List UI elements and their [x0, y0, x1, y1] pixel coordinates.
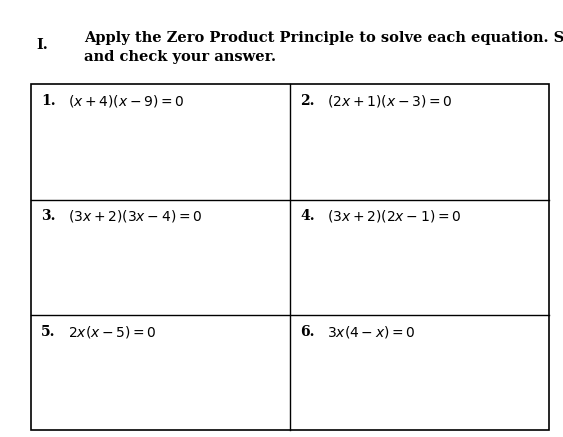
- Text: 4.: 4.: [300, 209, 315, 223]
- Text: $(2x+1)(x-3)=0$: $(2x+1)(x-3)=0$: [327, 93, 452, 109]
- Bar: [31, 84, 549, 430]
- Text: 3.: 3.: [41, 209, 56, 223]
- Text: $(x+4)(x-9)=0$: $(x+4)(x-9)=0$: [68, 93, 184, 109]
- Text: $(3x+2)(3x-4)=0$: $(3x+2)(3x-4)=0$: [68, 208, 202, 224]
- Text: $3x(4-x)=0$: $3x(4-x)=0$: [327, 324, 415, 340]
- Text: 5.: 5.: [41, 325, 56, 339]
- Text: 6.: 6.: [300, 325, 315, 339]
- Text: and check your answer.: and check your answer.: [84, 50, 276, 64]
- Text: $2x(x-5)=0$: $2x(x-5)=0$: [68, 324, 157, 340]
- Text: I.: I.: [37, 38, 48, 52]
- Text: Apply the Zero Product Principle to solve each equation. Show your solution: Apply the Zero Product Principle to solv…: [84, 31, 563, 45]
- Text: 1.: 1.: [41, 94, 56, 108]
- Text: $(3x+2)(2x-1)=0$: $(3x+2)(2x-1)=0$: [327, 208, 461, 224]
- Text: 2.: 2.: [300, 94, 315, 108]
